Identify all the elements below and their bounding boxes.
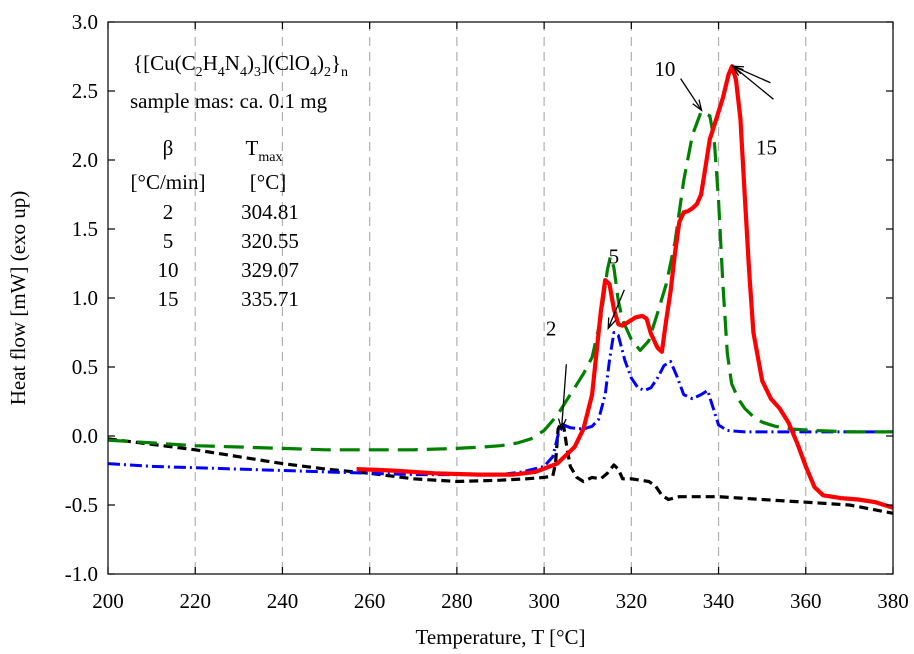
y-tick-label: 0.0 [72,424,98,448]
formula-subscript: 2 [196,65,203,80]
annotation-arrowhead [692,99,703,112]
formula-subscript: 4 [218,65,225,80]
compound-formula: {[Cu(C2H4N4)3](ClO4)2}n [133,51,348,80]
y-axis-label: Heat flow [mW] (exo up) [6,191,30,406]
annotation-arrow [680,78,703,111]
y-tick-label: 1.5 [72,217,98,241]
table-beta-value: 2 [163,200,174,224]
table-header-tmax: Tmax [246,136,283,165]
table-tmax-value: 329.07 [241,258,299,282]
formula-text: ](ClO [261,51,310,75]
formula-subscript: 4 [240,65,247,80]
annotation-label: 10 [654,57,675,81]
formula-subscript: 3 [254,65,261,80]
annotation-arrow [607,289,625,329]
table-tmax-value: 320.55 [241,229,299,253]
series-line [107,420,894,515]
y-tick-label: -1.0 [65,562,98,586]
x-tick-label: 380 [877,589,909,613]
series-line [356,64,894,510]
annotation-arrow [560,364,568,430]
series-line [107,110,893,452]
tmax-subscript: max [258,150,282,165]
table-unit-tmax: [°C] [250,170,286,194]
y-tick-label: 2.0 [72,148,98,172]
series-layer [107,64,894,515]
table-header-beta: β [163,136,174,160]
x-tick-label: 200 [92,589,124,613]
x-tick-label: 240 [267,589,299,613]
chart-info-block: {[Cu(C2H4N4)3](ClO4)2}n sample mas: ca. … [130,51,348,311]
annotation-layer: 2 5 10 15 [546,57,777,431]
annotation-arrow [732,65,771,84]
x-tick-label: 220 [179,589,211,613]
series-line [107,331,893,477]
annotation-arrowhead [557,418,567,431]
table-beta-value: 15 [158,287,179,311]
table-tmax-value: 304.81 [241,200,299,224]
annotation-arrowhead [607,317,617,331]
annotation-label: 5 [609,245,620,269]
y-tick-label: 0.5 [72,355,98,379]
table-rows: 2 304.81 5 320.55 10 329.07 15 335.71 [158,200,299,311]
formula-text: N [225,51,240,75]
sample-mass-note: sample mas: ca. 0.1 mg [130,89,328,113]
formula-text: ) [247,51,254,75]
table-tmax-value: 335.71 [241,287,299,311]
axis-ticks: 200 220 240 260 280 300 320 340 360 380 -1.0 -0.5 0.… [65,10,909,613]
tmax-main: T [246,136,259,160]
formula-text: ) [317,51,324,75]
y-tick-label: -0.5 [65,493,98,517]
x-tick-label: 320 [616,589,648,613]
x-tick-label: 340 [703,589,735,613]
x-tick-label: 260 [354,589,386,613]
y-tick-label: 3.0 [72,10,98,34]
formula-text: H [203,51,218,75]
formula-subscript: n [341,65,348,80]
x-tick-label: 280 [441,589,473,613]
table-beta-value: 5 [163,229,174,253]
annotation-label: 15 [756,135,777,159]
y-tick-label: 2.5 [72,79,98,103]
table-beta-value: 10 [158,258,179,282]
formula-text: {[Cu(C [133,51,196,75]
formula-subscript: 2 [324,65,331,80]
formula-subscript: 4 [310,65,317,80]
table-unit-beta: [°C/min] [131,170,206,194]
x-axis-label: Temperature, T [°C] [415,625,585,649]
annotation-arrow [732,65,774,100]
annotation-arrowhead [731,65,744,75]
x-tick-label: 360 [790,589,822,613]
annotation-label: 2 [546,316,557,340]
formula-text: } [331,51,341,75]
x-tick-label: 300 [528,589,560,613]
y-tick-label: 1.0 [72,286,98,310]
